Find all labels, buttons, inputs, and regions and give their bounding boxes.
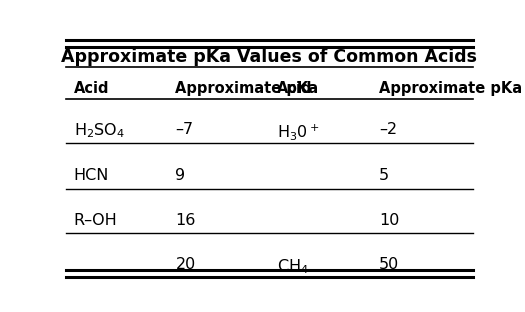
Text: 20: 20 — [175, 257, 196, 272]
Text: H$_3$0$^+$: H$_3$0$^+$ — [277, 122, 320, 142]
Text: 16: 16 — [175, 213, 196, 228]
Text: R–OH: R–OH — [74, 213, 118, 228]
Text: Approximate pKa: Approximate pKa — [379, 81, 522, 96]
Text: Approximate pKa: Approximate pKa — [175, 81, 319, 96]
Text: H$_2$SO$_4$: H$_2$SO$_4$ — [74, 122, 125, 140]
Text: –2: –2 — [379, 122, 397, 137]
Text: Acid: Acid — [74, 81, 109, 96]
Text: Acid: Acid — [277, 81, 313, 96]
Text: CH$_4$: CH$_4$ — [277, 257, 309, 276]
Text: 9: 9 — [175, 168, 186, 183]
Text: 50: 50 — [379, 257, 399, 272]
Text: Approximate pKa Values of Common Acids: Approximate pKa Values of Common Acids — [61, 48, 477, 66]
Text: 10: 10 — [379, 213, 400, 228]
Text: –7: –7 — [175, 122, 194, 137]
Text: HCN: HCN — [74, 168, 109, 183]
Text: 5: 5 — [379, 168, 389, 183]
